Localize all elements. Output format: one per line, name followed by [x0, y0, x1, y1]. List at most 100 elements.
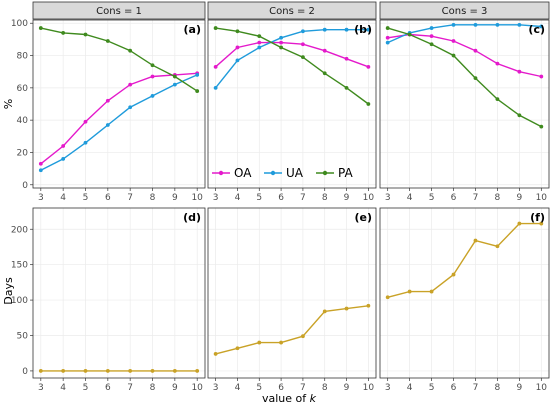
data-point — [105, 123, 110, 127]
data-point — [279, 340, 283, 345]
x-tick-label: 5 — [429, 383, 435, 393]
data-point — [473, 238, 478, 243]
data-point — [301, 334, 305, 339]
data-point — [235, 45, 240, 50]
x-tick-label: 4 — [235, 193, 241, 203]
data-point — [344, 27, 349, 32]
x-tick-label: 9 — [172, 383, 178, 393]
panel-border — [379, 19, 550, 189]
x-tick-label: 7 — [473, 193, 479, 203]
data-point — [517, 113, 522, 118]
series-oa — [213, 40, 371, 69]
panel-border — [32, 19, 206, 189]
data-point — [473, 76, 478, 81]
data-point — [429, 34, 434, 39]
data-point — [495, 22, 500, 27]
series-line-pa — [215, 27, 369, 105]
x-tick-label: 8 — [150, 383, 156, 393]
data-point — [213, 64, 218, 69]
series-ua — [213, 27, 371, 90]
x-tick-label: 3 — [213, 193, 219, 203]
panel-background — [208, 208, 376, 378]
data-point — [128, 48, 133, 53]
data-point — [539, 221, 544, 226]
data-point — [539, 124, 544, 129]
x-tick-label: 10 — [363, 383, 375, 393]
facet-strip — [207, 1, 377, 20]
panel-tag: (b) — [354, 23, 372, 36]
data-point — [105, 39, 110, 43]
x-tick-label: 6 — [451, 383, 457, 393]
x-tick-label: 6 — [278, 193, 284, 203]
data-point — [301, 55, 305, 60]
data-point — [213, 85, 218, 90]
x-tick-label: 4 — [235, 383, 241, 393]
data-point — [195, 73, 200, 77]
data-point — [128, 105, 133, 110]
series-line-oa — [215, 41, 369, 68]
data-point — [366, 303, 371, 308]
panel-background — [380, 208, 549, 378]
x-tick-label: 3 — [38, 193, 44, 203]
data-point — [429, 42, 434, 47]
data-point — [366, 27, 371, 32]
data-point — [83, 140, 88, 145]
data-point — [257, 34, 262, 39]
data-point — [473, 22, 478, 27]
panel-tag: (a) — [184, 23, 201, 36]
x-tick-label: 9 — [172, 193, 178, 203]
data-point — [172, 74, 177, 79]
data-point — [279, 40, 283, 45]
series-line-ua — [387, 24, 542, 44]
x-tick-label: 5 — [429, 193, 435, 203]
x-tick-label: 4 — [407, 193, 413, 203]
legend-entry-pa: PA — [316, 166, 353, 180]
panel-tag: (e) — [354, 211, 372, 224]
data-point — [61, 157, 66, 161]
data-point — [495, 61, 500, 66]
facet-strip-label: Cons = 3 — [442, 6, 488, 17]
y-tick-label: 100 — [11, 296, 28, 306]
data-point — [38, 369, 43, 373]
y-tick-label: 20 — [17, 148, 29, 158]
panel-background — [33, 208, 205, 378]
legend-key-point — [218, 170, 224, 176]
x-tick-label: 3 — [385, 383, 391, 393]
legend-label: PA — [338, 166, 353, 180]
data-point — [128, 82, 133, 87]
data-point — [38, 26, 43, 30]
x-tick-label: 9 — [344, 383, 350, 393]
y-axis-title-top: % — [2, 99, 15, 109]
x-axis-title-variable: k — [310, 392, 317, 405]
x-tick-label: 5 — [83, 383, 89, 393]
data-point — [38, 168, 43, 173]
data-point — [128, 369, 133, 373]
data-point — [105, 369, 110, 373]
data-point — [407, 289, 412, 294]
data-point — [61, 31, 66, 35]
data-point — [150, 63, 155, 68]
data-point — [344, 306, 349, 311]
x-tick-label: 9 — [517, 383, 523, 393]
panel-border — [379, 207, 550, 379]
data-point — [150, 94, 155, 98]
x-tick-label: 9 — [517, 193, 523, 203]
panel-border — [207, 19, 377, 189]
series-pa — [385, 26, 544, 129]
data-point — [495, 97, 500, 102]
legend: OA UA PA — [212, 166, 353, 180]
data-point — [385, 295, 390, 300]
x-tick-label: 10 — [363, 193, 375, 203]
y-tick-label: 0 — [22, 367, 28, 377]
x-tick-label: 4 — [60, 193, 66, 203]
data-point — [517, 221, 522, 226]
x-tick-label: 10 — [536, 383, 548, 393]
data-point — [235, 29, 240, 34]
y-tick-label: 40 — [17, 116, 29, 126]
data-point — [235, 346, 240, 351]
series-line-days — [215, 305, 369, 355]
series-ua — [38, 73, 200, 173]
y-tick-label: 80 — [17, 52, 29, 62]
y-axis-title-bottom: Days — [2, 277, 15, 305]
series-ua — [385, 22, 544, 45]
